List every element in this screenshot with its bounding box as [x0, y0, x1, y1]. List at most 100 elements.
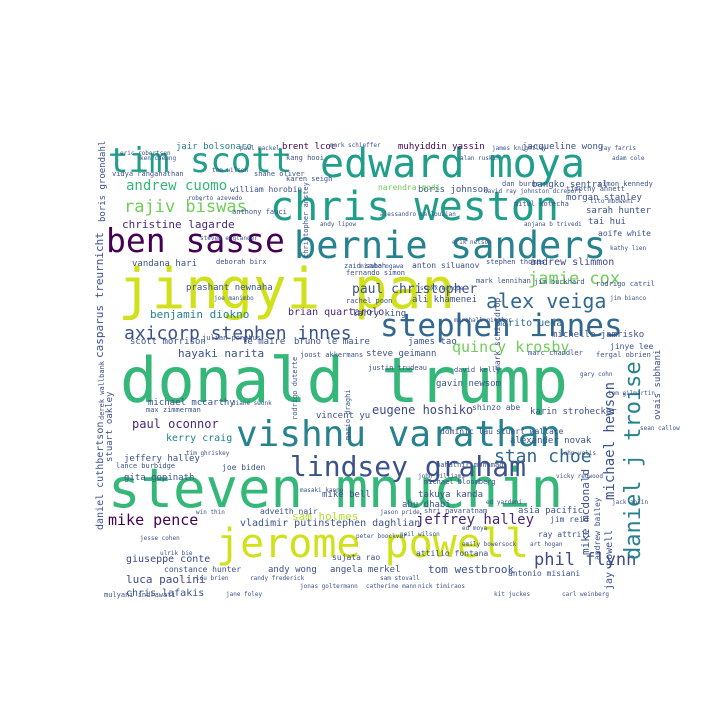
word-philip-lowe: christopher anstey	[302, 182, 310, 258]
word-stephen-innes: stephen innes	[380, 308, 623, 344]
word-sean-callow: paul mackel	[240, 145, 280, 152]
word-simon-kennedy: simon kennedy	[598, 180, 653, 188]
word-james-knightley: erik nelson	[452, 239, 492, 246]
word-mike-pence: mike pence	[108, 511, 198, 529]
word-bangko-sentral: bangko sentral	[532, 180, 608, 190]
word-mark-schieffer: david ray johnston dcreport	[484, 188, 582, 195]
word-marito-ueda: marito ueda	[496, 318, 562, 329]
word-christine-lagarde: christine lagarde	[122, 218, 235, 231]
word-deborah-birx: deborah birx	[216, 258, 267, 266]
word-ray-farris: joe manimbo	[214, 295, 254, 302]
word-david-kelly: david kelly	[454, 366, 500, 374]
word-eugene-hoshiko: eugene hoshiko	[372, 403, 473, 417]
word-quincy-krosby: quincy krosby	[452, 338, 569, 356]
word-rodrigo-catril: rodrigo catril	[596, 280, 655, 288]
word-andy-wong: andy wong	[268, 565, 317, 575]
word-casparus-treurnicht: casparus treurnicht	[93, 232, 106, 358]
word-andrew-slimmon: andrew slimmon	[530, 257, 614, 268]
word-phil-flynn: phil flynn	[534, 550, 636, 570]
word-stephen-thomas: stephen thomas	[486, 258, 545, 266]
word-tedros: jay powell	[604, 530, 615, 590]
word-nick-timiraos: carl weinberg	[562, 591, 609, 598]
word-paul-mackel: ray farris	[600, 145, 637, 152]
word-stephen-daghlian: stephen daghlian	[324, 518, 420, 529]
word-benjamin-diokno: benjamin diokno	[150, 308, 249, 321]
word-mark-lennihan: mark lennihan	[476, 277, 531, 285]
word-marc-chandler: marc chandler	[528, 349, 583, 357]
word-carl-weinberg: gary cohn	[580, 371, 613, 378]
word-kit-juckes: jim bianco	[610, 295, 647, 302]
word-shane-oliver: shane oliver	[254, 170, 305, 178]
word-prashant-newnaha: prashant newnaha	[186, 283, 273, 293]
word-mahathir-mohamad: mahathir mohamad	[436, 461, 503, 469]
word-anthony-fauci: anthony fauci	[232, 208, 287, 216]
word-ed-yardeni: art hogan	[530, 541, 563, 548]
word-erik-nelson: john velis	[560, 450, 597, 457]
word-jason-pride: peter boockvar	[356, 533, 407, 540]
word-rodrigo-duterte: ovais subhani	[653, 350, 663, 420]
word-ovais-subhani: vicky redwood	[556, 473, 603, 480]
word-sarah-hunter: sarah hunter	[586, 206, 652, 216]
word-ali-khamenei: ali khamenei	[412, 295, 477, 305]
word-jesse-cohen: emily bowersock	[462, 541, 517, 548]
word-shaktikanta-das: rodrigo duterte	[291, 357, 299, 420]
word-marshall-gittler: win thin	[196, 509, 225, 516]
word-chris-weston: chris weston	[270, 184, 559, 230]
word-michelle-jamrisko: michelle jamrisko	[552, 330, 644, 340]
word-vishnu-varathan: vishnu varathan	[236, 414, 561, 455]
word-daniel-j-troise: daniel j troise	[621, 361, 646, 560]
word-mizuho-ogawa: vidya ranganathan	[112, 170, 184, 178]
word-lance-burbidge: lance burbidge	[116, 462, 175, 470]
word-james-tao: james tao	[408, 337, 457, 347]
word-boris-johnson: boris johnson	[418, 185, 488, 195]
word-timothy-annett: anjana b trivedi	[524, 221, 582, 228]
word-dominic-lau: dominic lau	[440, 427, 493, 436]
word-tom-westbrook: tom westbrook	[428, 563, 514, 576]
word-joost-akkermans: mark schieldrop	[493, 298, 502, 370]
word-tai-hui: tai hui	[588, 217, 626, 227]
word-fernando-simon: fernando simon	[346, 269, 405, 277]
word-mike-bell: mike bell	[322, 490, 371, 500]
word-stuart-wallace: stuart wallace	[496, 427, 564, 436]
word-andrew-cuomo: andrew cuomo	[126, 178, 227, 194]
word-sujata-rao: sujata rao	[332, 553, 380, 562]
word-jingyi-pan: jingyi pan	[118, 257, 455, 322]
word-michael-mccarthy: michael mccarthy	[148, 398, 235, 408]
word-morgan-stanley: morgan stanley	[566, 193, 642, 203]
word-jacqueline-wong: jacqueline wong	[522, 142, 603, 152]
word-michael-bloomberg: michael bloomberg	[424, 478, 496, 486]
word-tim-scott: tim scott	[108, 141, 292, 181]
word-stan-choe: stan choe	[494, 446, 592, 467]
word-sam-holmes: sam holmes	[292, 510, 358, 523]
word-kang-hooi: kang hooi	[286, 154, 324, 162]
word-max-zimmerman: max zimmerman	[146, 406, 201, 414]
word-john-velis: ed yardeni	[486, 499, 523, 506]
word-alex-veiga: alex veiga	[486, 289, 606, 313]
word-asia-pacific: asia pacific	[518, 506, 583, 516]
word-jim-bianco: sean callow	[640, 425, 680, 432]
word-jack-ablin: sam stovall	[380, 575, 420, 582]
word-narendra-modi: narendra modi	[378, 183, 441, 192]
word-eric-robertsen: alan ruskin	[460, 155, 500, 162]
word-gary-cohn: eric robertsen	[120, 150, 171, 157]
word-mitul-kotecha: timothy annett	[566, 185, 625, 193]
word-jeffrey-halley: jeffrey halley	[416, 512, 534, 528]
word-anton-siluanov: anton siluanov	[412, 261, 480, 270]
word-vladimir-putin: vladimir putin	[240, 518, 324, 529]
word-adam-cole: steven englander	[200, 235, 258, 242]
word-tom-gilmartin: ken cheung	[140, 155, 177, 162]
word-vidya-ranganathan: joost akkermans	[300, 351, 363, 359]
word-shinzo-abe: shinzo abe	[472, 403, 520, 412]
word-peter-boockvar: randy frederick	[250, 575, 305, 582]
word-bernie-sanders: bernie sanders	[294, 224, 606, 267]
word-steven-englander: marshall gittler	[454, 317, 512, 324]
word-justin-trudeau: justin trudeau	[368, 364, 427, 372]
word-tom-wilson: boris groendahl	[98, 141, 108, 222]
word-tito-mboweni: mark schieffer	[330, 142, 381, 149]
word-stuart-oakley: stuart oakley	[105, 391, 115, 462]
word-muhyiddin-yassin: muhyiddin yassin	[398, 142, 485, 152]
word-larry-king: larry king	[352, 309, 406, 319]
word-angela-merkel: angela merkel	[330, 565, 400, 575]
word-constance-hunter: constance hunter	[164, 565, 241, 574]
